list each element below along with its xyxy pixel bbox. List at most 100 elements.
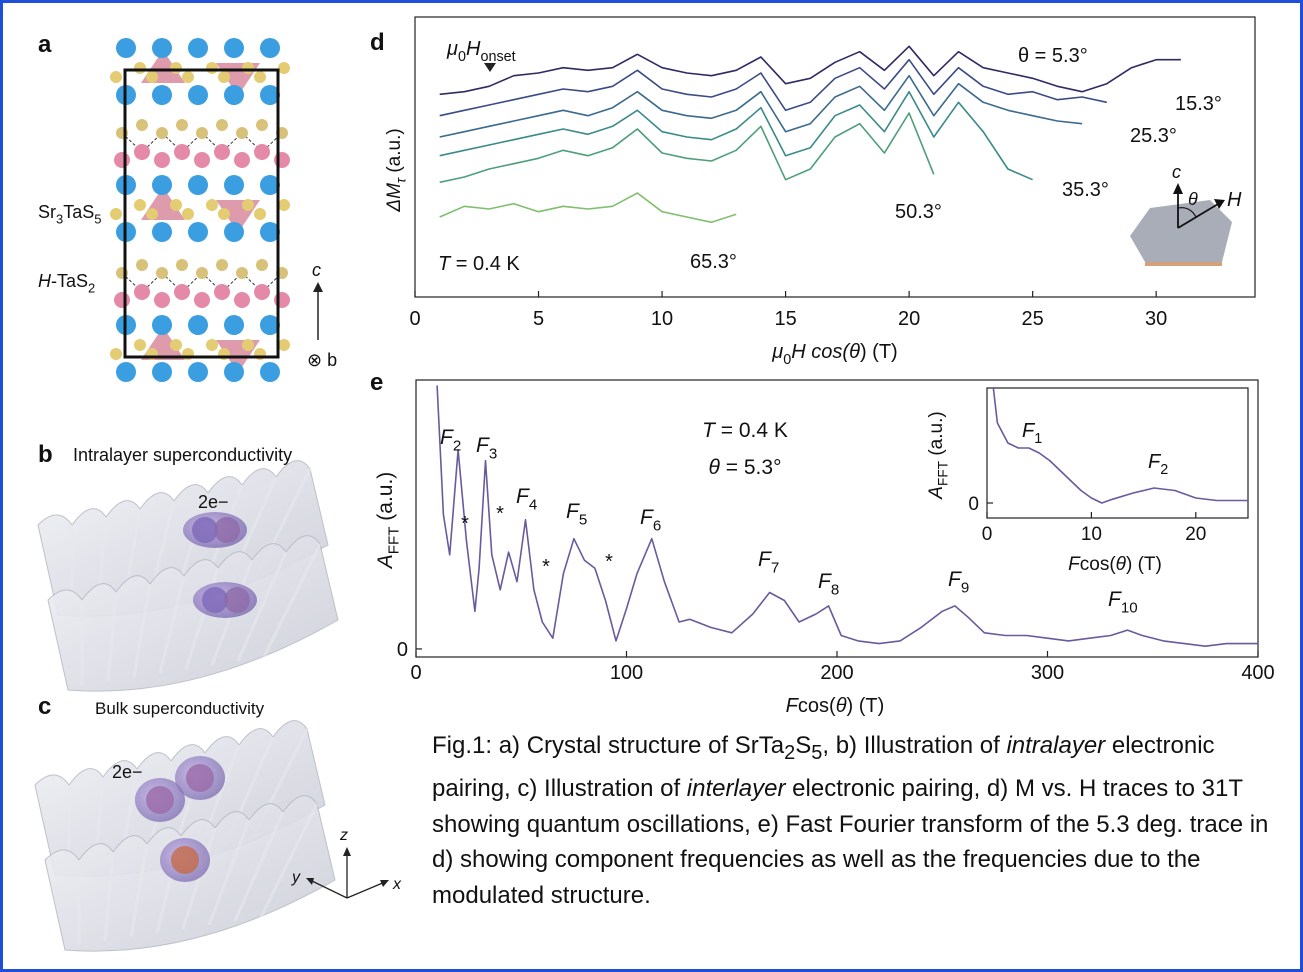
x-tick-label: 200 [820, 662, 853, 684]
y-axis-label-part: (a.u.) [374, 472, 397, 527]
peak-label: F2 [440, 426, 461, 454]
peak-label-part: F [1022, 420, 1036, 442]
s-atom [134, 339, 146, 351]
layer-label-part: 3 [56, 211, 63, 226]
peak-label-part: F [1148, 451, 1162, 473]
angle-arc [1177, 207, 1197, 218]
sr-atom [188, 85, 208, 105]
x-axis-label-part: F [1068, 554, 1081, 575]
peak-label: F8 [818, 570, 839, 598]
x-tick-label: 15 [774, 308, 796, 330]
sr-atom [188, 222, 208, 242]
peak-label-part: 2 [453, 437, 461, 454]
ta-atom [274, 152, 290, 168]
sr-atom [224, 38, 244, 58]
x-axis-label-part: ) (T) [1126, 554, 1162, 575]
ta-atom [194, 292, 210, 308]
s-atom [236, 127, 248, 139]
y-tick-label: 0 [397, 639, 408, 661]
s-atom [110, 71, 122, 83]
sr-atom [224, 85, 244, 105]
annotation: θ = 5.3° [709, 456, 782, 479]
y-axis-label-part: A [374, 554, 397, 570]
s-atom [242, 339, 254, 351]
caption-text: Fig.1: a) Crystal structure of SrTa [432, 732, 785, 759]
peak-label-part: 4 [529, 496, 537, 513]
caption: Fig.1: a) Crystal structure of SrTa2S5, … [432, 728, 1277, 913]
layer-label-part: -TaS [51, 271, 88, 291]
series-label: 35.3° [1062, 179, 1109, 201]
ta-atom [214, 284, 230, 300]
peak-label-part: F [476, 434, 490, 457]
sr-atom [224, 362, 244, 382]
s-atom [134, 62, 146, 74]
s-atom [256, 119, 268, 131]
caption-text: electronic pairing, d) M vs. H traces to… [432, 775, 1269, 909]
sr-atom [188, 175, 208, 195]
x-axis-label-part: θ [1116, 554, 1127, 575]
sr-atom [152, 175, 172, 195]
layer-label-part: 2 [88, 280, 95, 295]
peak-label: F9 [948, 568, 969, 596]
y-axis-label-part: (a.u.) [926, 411, 947, 461]
sr-atom [152, 85, 172, 105]
x-axis-label-part: ) (T) [860, 341, 898, 363]
sr-atom [152, 38, 172, 58]
annotation-part: 0 [458, 49, 466, 65]
unit-cell [123, 68, 280, 359]
peak-label-part: F [948, 568, 962, 591]
layer-label-part: TaS [63, 202, 94, 222]
ta-atom [114, 292, 130, 308]
layer-label-part: H [38, 271, 52, 291]
data-line [439, 192, 737, 224]
axis-arrow [1177, 203, 1219, 229]
y-axis-label: AFFT (a.u.) [374, 472, 402, 571]
annotation-part: μ [446, 38, 458, 60]
sr-atom [152, 362, 172, 382]
y-axis-label-part: τ [394, 177, 409, 183]
sr-atom [224, 222, 244, 242]
ta-atom [234, 152, 250, 168]
electron [224, 587, 250, 613]
sr-atom [152, 222, 172, 242]
annotation-part: H [466, 38, 481, 60]
annotation-part: = 0.4 K [450, 253, 520, 275]
ta-atom [234, 292, 250, 308]
s-atom [216, 259, 228, 271]
s-atom [170, 62, 182, 74]
sheet-ridge [181, 827, 217, 930]
data-line [439, 90, 1033, 181]
s-atom [206, 339, 218, 351]
s-atom [254, 208, 266, 220]
sr-atom [116, 362, 136, 382]
sheet-ridge [132, 583, 152, 678]
s-atom [216, 119, 228, 131]
x-axis-label-part: θ [836, 695, 847, 717]
ta-atom [174, 284, 190, 300]
ta-atom [154, 292, 170, 308]
panel-label: a [38, 31, 52, 58]
ta-atom [274, 292, 290, 308]
electron [171, 846, 199, 874]
x-axis-label-part: cos( [798, 695, 836, 717]
annotation-part: = 0.4 K [715, 419, 788, 442]
peak-label-part: F [818, 570, 832, 593]
y-axis-label: AFFT (a.u.) [926, 411, 951, 499]
layer-label: H-TaS2 [38, 271, 95, 295]
plot-frame [414, 16, 1256, 298]
y-axis-label-part: FFT [385, 527, 402, 555]
s-atom [242, 62, 254, 74]
s-atom [278, 339, 290, 351]
pair-label-part: 2e [198, 492, 218, 512]
sheet-ridge [233, 811, 285, 922]
peak-label: F1 [1022, 420, 1042, 447]
peak-label-part: F [758, 548, 772, 571]
annotation: μ0Honset [446, 38, 516, 65]
s-atom [170, 339, 182, 351]
panel-title: Bulk superconductivity [95, 699, 265, 718]
sample-edge [1145, 262, 1222, 266]
s-atom [182, 208, 194, 220]
arrow-head [1173, 183, 1183, 194]
electron [202, 587, 228, 613]
y-tick-label: 0 [968, 494, 979, 515]
